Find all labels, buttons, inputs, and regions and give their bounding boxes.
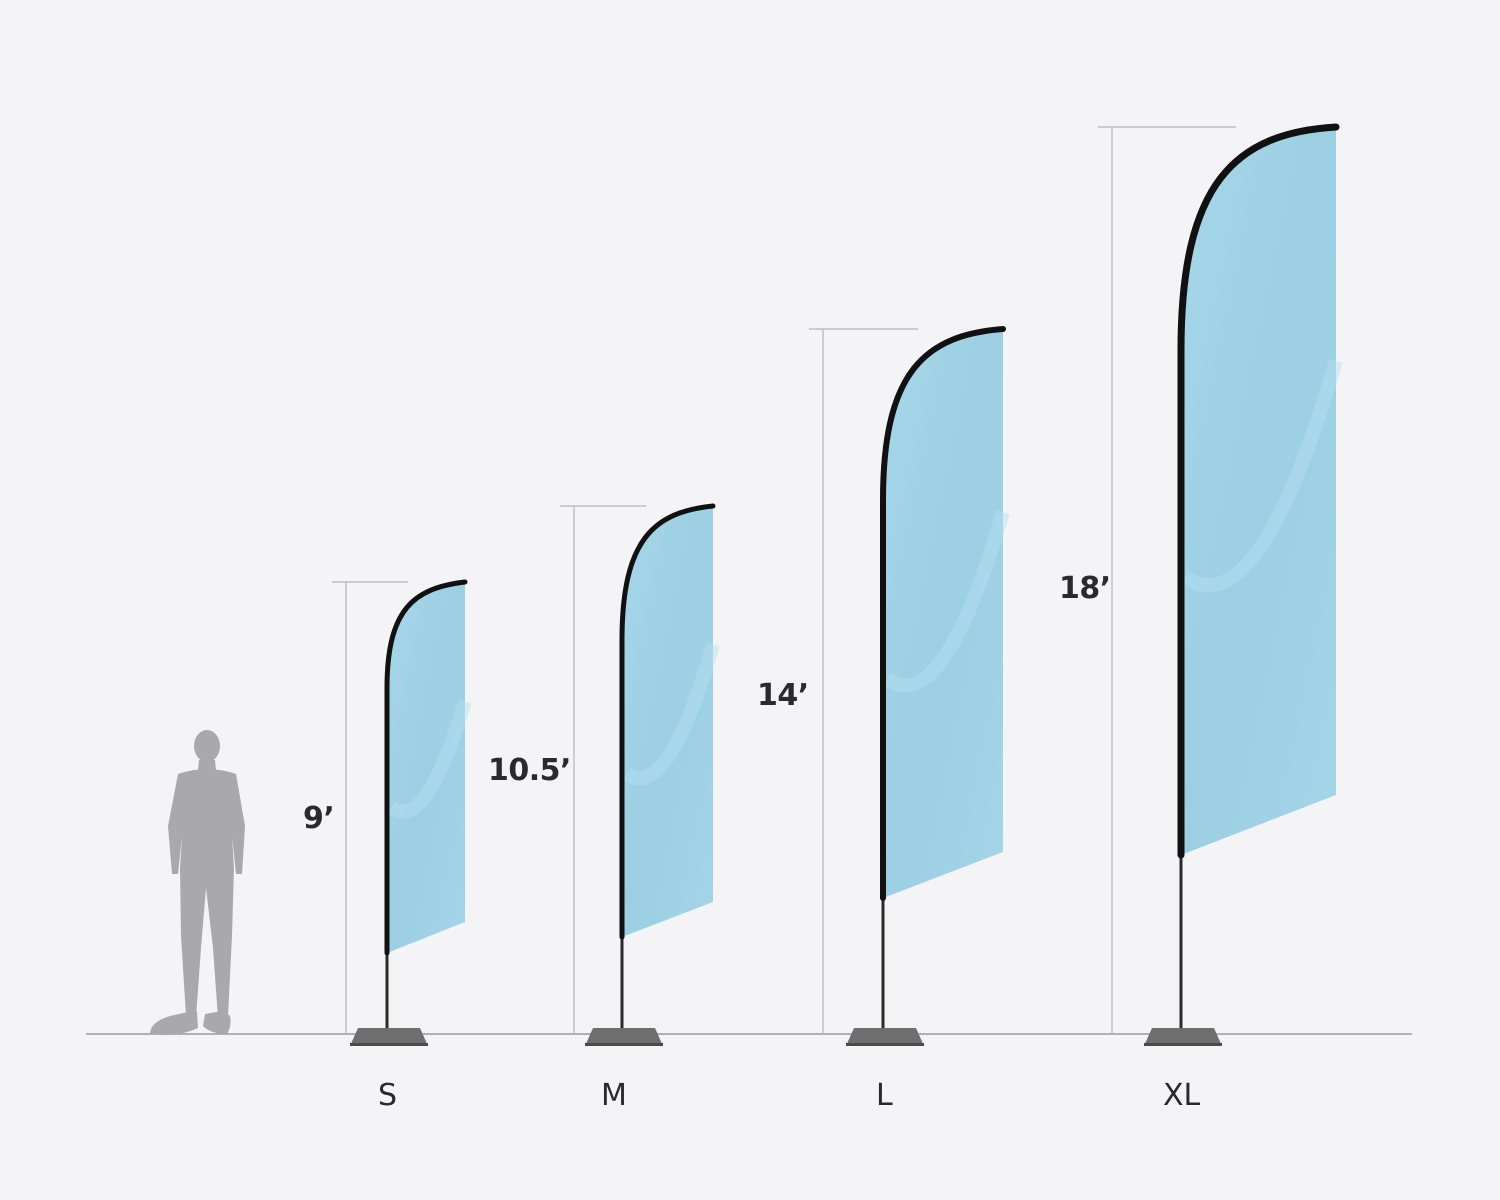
person-silhouette-icon <box>150 730 245 1036</box>
flag-fold-l <box>882 510 1010 693</box>
flag-fabric-l <box>883 329 1003 898</box>
flag-base-m <box>585 1028 663 1046</box>
flag-xl <box>1098 123 1343 1046</box>
size-label-xl: XL <box>1163 1078 1201 1113</box>
flag-base-l <box>846 1028 924 1046</box>
flag-base-xl <box>1144 1028 1222 1046</box>
flag-s <box>332 579 472 1046</box>
flag-m <box>560 503 720 1046</box>
height-label-s: 9’ <box>303 801 335 836</box>
size-label-l: L <box>876 1078 893 1113</box>
flag-fold-s <box>386 699 472 819</box>
height-label-l: 14’ <box>757 678 809 713</box>
flag-fold-xl <box>1181 358 1343 593</box>
flag-fabric-xl <box>1181 127 1336 855</box>
flag-fabric-m <box>622 506 713 937</box>
flag-l <box>809 326 1010 1046</box>
flag-edge-s <box>384 579 468 956</box>
flag-base-edge-s <box>350 1043 428 1046</box>
flag-fold-m <box>621 642 720 786</box>
size-label-m: M <box>601 1078 627 1113</box>
flag-edge-m <box>619 503 716 940</box>
height-label-xl: 18’ <box>1059 571 1111 606</box>
size-label-s: S <box>378 1078 398 1113</box>
flag-base-s <box>350 1028 428 1046</box>
flag-base-edge-m <box>585 1043 663 1046</box>
flag-edge-l <box>880 326 1006 901</box>
flag-edge-xl <box>1177 123 1340 859</box>
flag-base-edge-xl <box>1144 1043 1222 1046</box>
flags-layer <box>332 123 1343 1046</box>
flag-fabric-s <box>387 582 465 953</box>
flag-base-edge-l <box>846 1043 924 1046</box>
height-label-m: 10.5’ <box>488 753 571 788</box>
